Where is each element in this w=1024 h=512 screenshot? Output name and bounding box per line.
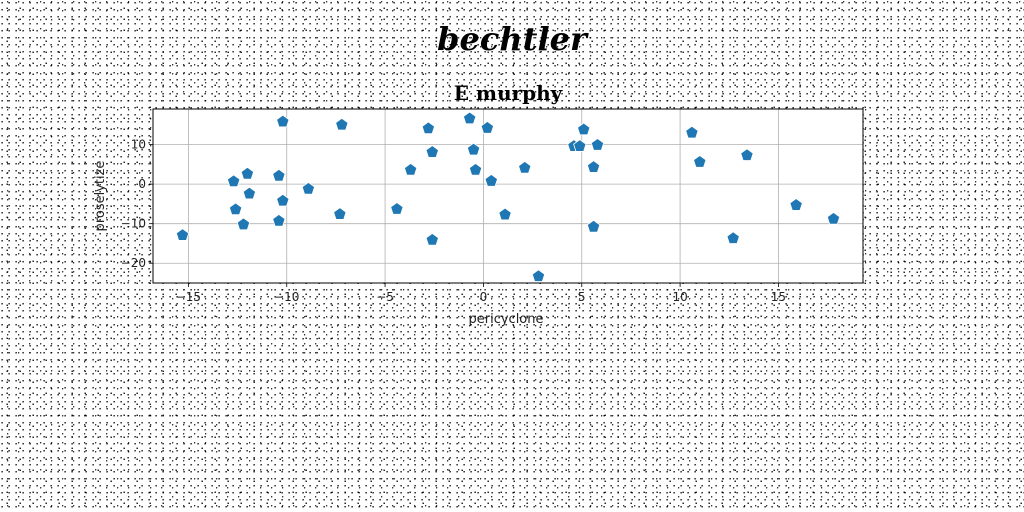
data-point (242, 186, 257, 200)
x-axis-label: pericyclone (469, 312, 544, 327)
data-point (175, 228, 190, 241)
grid-lines (153, 109, 863, 283)
data-point (462, 111, 477, 125)
y-axis-ticks: −20 −10 0 10 (121, 138, 153, 270)
x-axis-ticks: −15 −10 −5 0 5 10 15 (176, 283, 786, 304)
data-point (468, 162, 483, 176)
data-point (518, 160, 532, 174)
data-point (826, 211, 841, 225)
data-point (466, 142, 481, 156)
data-point (586, 160, 601, 173)
data-point (236, 217, 251, 231)
y-tick-label: −20 (121, 256, 146, 270)
data-point (421, 121, 436, 135)
data-point (425, 145, 439, 158)
data-point (586, 219, 601, 233)
y-tick-label: 0 (138, 177, 146, 191)
data-point (276, 193, 290, 207)
x-tick-label: 10 (672, 290, 687, 304)
data-point (498, 207, 512, 221)
data-point (425, 232, 439, 246)
chart-title: E murphy (454, 81, 564, 105)
data-point (726, 231, 740, 244)
data-point (573, 139, 587, 152)
brand-title: bechtler (437, 20, 587, 58)
data-point (685, 125, 699, 139)
data-point (301, 181, 316, 195)
data-point (484, 173, 498, 187)
x-tick-label: 15 (771, 290, 786, 304)
data-point (403, 162, 418, 176)
data-point (335, 117, 349, 131)
data-point (333, 207, 347, 220)
data-point (590, 137, 605, 151)
data-point (240, 166, 255, 180)
x-tick-label: −15 (176, 290, 201, 304)
data-point (531, 269, 546, 282)
y-tick-label: −10 (121, 217, 146, 231)
data-point (693, 154, 707, 168)
data-point (272, 168, 286, 182)
data-point (228, 202, 243, 216)
plot-background (153, 109, 863, 283)
x-tick-label: −10 (274, 290, 299, 304)
data-point (390, 202, 404, 215)
x-tick-label: 5 (578, 290, 586, 304)
data-points (175, 111, 841, 282)
x-tick-label: −5 (376, 290, 394, 304)
data-point (789, 198, 803, 211)
data-point (740, 148, 754, 161)
data-point (480, 120, 495, 134)
data-point (272, 213, 286, 227)
x-tick-label: 0 (480, 290, 488, 304)
y-axis-label: proselytize (93, 161, 108, 232)
y-tick-label: 10 (131, 138, 146, 152)
data-point (226, 174, 241, 188)
data-point (276, 114, 290, 128)
data-point (577, 122, 591, 136)
plot-frame (152, 108, 864, 284)
